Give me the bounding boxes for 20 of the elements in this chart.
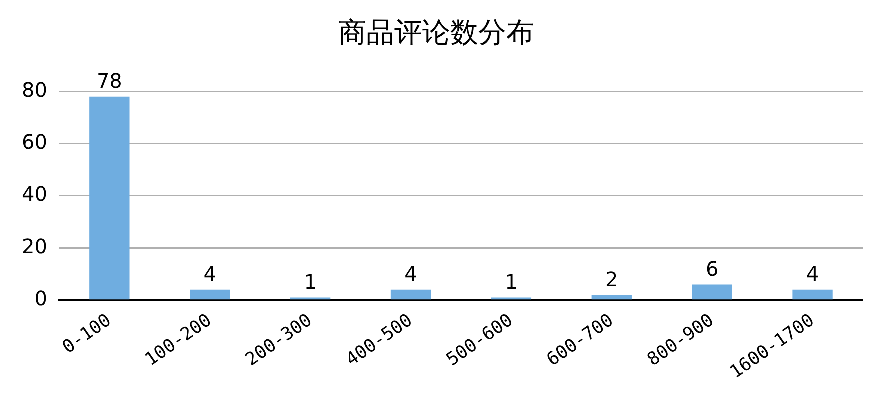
bar [592, 295, 632, 300]
y-tick-label: 60 [22, 130, 48, 154]
bar [692, 284, 732, 300]
y-tick-label: 40 [22, 182, 48, 206]
y-tick-label: 80 [22, 78, 48, 102]
data-label: 6 [706, 256, 719, 281]
data-label: 1 [304, 270, 317, 294]
data-label: 4 [204, 262, 216, 286]
data-label: 4 [806, 262, 820, 286]
data-label: 2 [606, 267, 618, 292]
data-label: 78 [96, 69, 122, 94]
bar [390, 290, 432, 300]
bar [90, 96, 130, 300]
y-tick-label: 0 [34, 286, 48, 311]
bar [190, 290, 230, 300]
data-label: 4 [404, 262, 418, 286]
data-label: 1 [505, 270, 518, 294]
chart-title: 商品评论数分布 [338, 16, 534, 50]
bar [792, 290, 833, 300]
y-tick-label: 20 [22, 234, 48, 258]
